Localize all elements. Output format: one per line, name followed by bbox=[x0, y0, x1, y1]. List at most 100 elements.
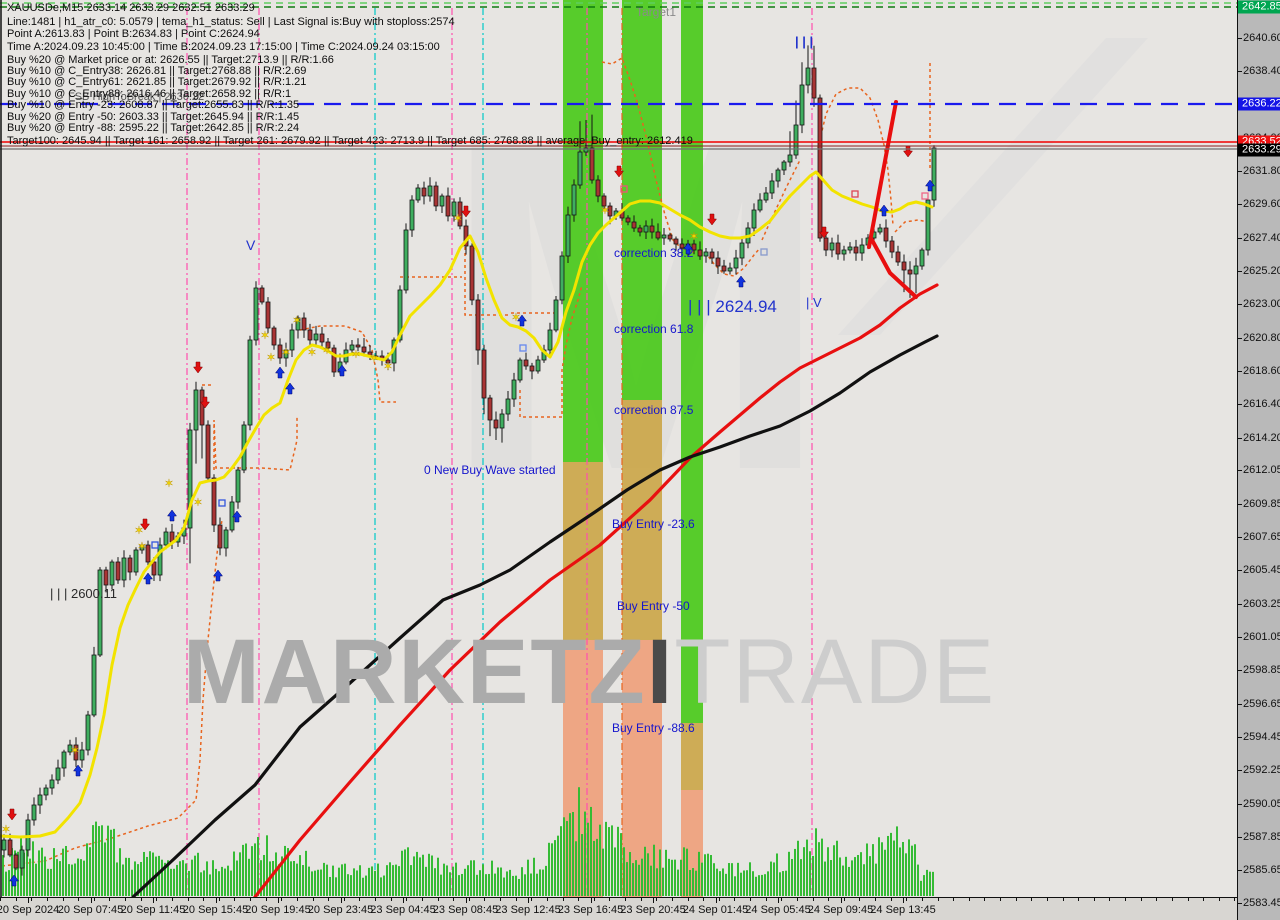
time-tick-label: 24 Sep 05:45 bbox=[745, 904, 811, 916]
volume-bar bbox=[908, 839, 910, 896]
time-tick-mark bbox=[343, 898, 345, 901]
time-tick-mark bbox=[375, 898, 376, 901]
candle-body bbox=[793, 124, 799, 156]
time-tick-mark bbox=[500, 898, 501, 901]
candle-body bbox=[289, 329, 295, 351]
time-axis[interactable]: 20 Sep 2024 20 Sep 07:45 20 Sep 11:45 20 Se… bbox=[0, 897, 1237, 920]
candle-body bbox=[49, 779, 55, 789]
volume-bar bbox=[173, 868, 175, 896]
time-tick-mark bbox=[515, 898, 517, 901]
candle-body bbox=[703, 251, 709, 257]
time-tick-mark bbox=[328, 898, 330, 901]
price-tick-mark bbox=[1238, 238, 1242, 239]
volume-bar bbox=[440, 874, 442, 896]
volume-bar bbox=[71, 864, 73, 896]
candle-body bbox=[907, 269, 913, 275]
volume-bar bbox=[443, 863, 445, 896]
time-tick-label: 23 Sep 08:45 bbox=[432, 904, 499, 916]
time-tick-mark bbox=[390, 898, 392, 901]
buy-arrow-icon bbox=[736, 275, 746, 288]
volume-bar bbox=[407, 847, 409, 896]
candle-body bbox=[307, 329, 313, 341]
volume-bar bbox=[437, 857, 439, 896]
candle-body bbox=[715, 257, 721, 267]
volume-bar bbox=[875, 863, 877, 896]
volume-bar bbox=[179, 861, 181, 896]
volume-bar bbox=[53, 848, 55, 896]
volume-bar bbox=[737, 862, 739, 896]
volume-bar bbox=[446, 865, 448, 896]
time-tick-mark bbox=[171, 898, 173, 901]
time-tick-label: 23 Sep 20:45 bbox=[620, 904, 686, 916]
volume-bar bbox=[347, 874, 349, 896]
volume-bar bbox=[320, 869, 322, 896]
session-band-2 bbox=[681, 723, 703, 790]
candle-body bbox=[787, 154, 793, 163]
candle-body bbox=[835, 242, 841, 255]
volume-bar bbox=[98, 826, 100, 896]
ma-red bbox=[253, 283, 939, 897]
volume-bar bbox=[293, 860, 295, 896]
volume-bar bbox=[425, 866, 427, 896]
price-tick-mark bbox=[1238, 604, 1242, 605]
volume-bar bbox=[164, 862, 166, 896]
volume-bar bbox=[872, 844, 874, 896]
volume-bar bbox=[710, 855, 712, 896]
volume-bar bbox=[17, 851, 19, 896]
candle-body bbox=[349, 344, 355, 351]
time-tick-mark-major bbox=[153, 898, 154, 903]
volume-bar bbox=[491, 860, 493, 896]
volume-bar bbox=[617, 826, 619, 896]
iv-marker: | V bbox=[806, 295, 822, 310]
price-flag-2624: | | | 2624.94 bbox=[688, 297, 777, 316]
time-tick-mark bbox=[1234, 898, 1236, 901]
volume-bar bbox=[896, 826, 898, 896]
volume-bar bbox=[863, 864, 865, 896]
volume-bar bbox=[47, 868, 49, 896]
time-tick-mark bbox=[578, 898, 580, 901]
volume-bar bbox=[65, 845, 67, 896]
volume-bar bbox=[218, 871, 220, 896]
star-marker-icon: ✶ bbox=[1, 823, 10, 836]
time-tick-mark bbox=[250, 898, 251, 901]
volume-bar bbox=[182, 860, 184, 896]
candle-body bbox=[301, 317, 307, 331]
candle-body bbox=[7, 839, 13, 856]
candle-body bbox=[571, 184, 577, 216]
time-tick-mark bbox=[1015, 898, 1017, 901]
volume-bar bbox=[581, 834, 583, 896]
session-band-2 bbox=[681, 0, 703, 723]
volume-bar bbox=[719, 871, 721, 896]
price-tick-label: 2618.60 bbox=[1243, 365, 1280, 377]
volume-bar bbox=[62, 848, 64, 896]
volume-bar bbox=[590, 806, 592, 896]
volume-bar bbox=[656, 868, 658, 896]
candle-body bbox=[589, 147, 595, 181]
volume-bar bbox=[83, 860, 85, 896]
volume-bar bbox=[530, 873, 532, 896]
candle-body bbox=[637, 227, 643, 233]
volume-bar bbox=[767, 871, 769, 896]
time-tick-mark-major bbox=[465, 898, 467, 903]
trail-stop-line bbox=[519, 284, 583, 418]
buy-arrow-icon bbox=[213, 569, 223, 582]
volume-bar bbox=[200, 872, 202, 896]
star-marker-icon: ✶ bbox=[70, 744, 79, 757]
volume-bar bbox=[572, 811, 574, 896]
time-tick-mark bbox=[546, 898, 548, 901]
volume-bar bbox=[722, 868, 724, 896]
candle-body bbox=[721, 265, 727, 272]
price-axis[interactable]: 2640.602638.402634.002631.802629.602627.… bbox=[1237, 0, 1280, 920]
volume-bar bbox=[239, 852, 241, 896]
candle-body bbox=[277, 344, 283, 359]
candle-body bbox=[643, 225, 649, 233]
volume-bar bbox=[413, 856, 415, 896]
candle-body bbox=[631, 221, 637, 229]
volume-bar bbox=[890, 832, 892, 896]
info-line-8: Buy %10 @ Entry -23: 2608.87 || Target:2… bbox=[7, 99, 300, 111]
price-tick-mark bbox=[1238, 71, 1242, 72]
volume-bar bbox=[485, 874, 487, 896]
candle-body bbox=[157, 544, 163, 576]
candle-body bbox=[361, 346, 367, 353]
